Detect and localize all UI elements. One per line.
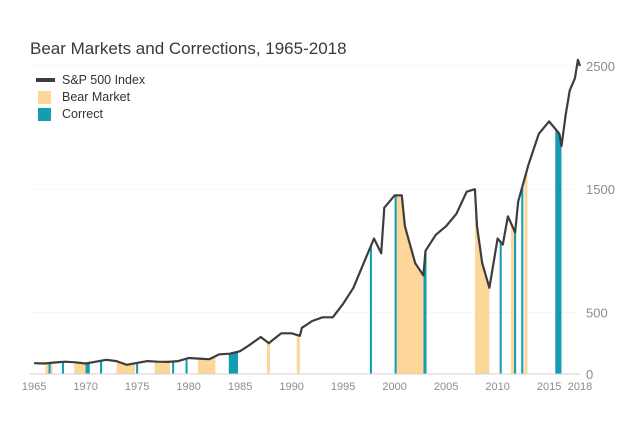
y-tick-label-500: 500: [586, 305, 608, 320]
bear-market-band-10: [524, 168, 528, 374]
y-tick-label-0: 0: [586, 367, 593, 382]
correction-band-12: [514, 222, 517, 374]
legend-label-correct: Correct: [62, 107, 104, 121]
series-layer: [34, 58, 582, 366]
x-tick-label-1975: 1975: [125, 381, 149, 393]
x-tick-label-1990: 1990: [279, 381, 303, 393]
correction-band-14: [555, 128, 562, 374]
x-tick-label-2000: 2000: [382, 381, 406, 393]
y-axis-ticks: 0 500 1500 2500: [586, 59, 615, 382]
x-tick-label-1980: 1980: [176, 381, 200, 393]
period-bands: [45, 128, 562, 374]
legend: S&P 500 Index Bear Market Correct: [36, 73, 146, 121]
bear-market-band-7: [396, 195, 424, 374]
correction-band-5: [172, 361, 175, 374]
legend-label-sp500: S&P 500 Index: [62, 73, 146, 87]
correction-band-9: [394, 195, 397, 374]
x-tick-label-1985: 1985: [228, 381, 252, 393]
bear-market-band-4: [197, 356, 216, 374]
bear-market-band-8: [474, 189, 490, 374]
correction-band-13: [521, 183, 524, 374]
legend-label-bear-market: Bear Market: [62, 90, 131, 104]
x-axis-ticks: 1965 1970 1975 1980 1985 1990 1995 2000 2005 2010…: [22, 381, 592, 393]
correction-band-11: [499, 240, 502, 374]
correction-band-8: [369, 243, 372, 374]
x-tick-label-2010: 2010: [485, 381, 509, 393]
y-tick-label-1500: 1500: [586, 182, 615, 197]
x-tick-label-1970: 1970: [73, 381, 97, 393]
x-tick-label-1995: 1995: [331, 381, 355, 393]
legend-swatch-bear-market: [38, 91, 51, 104]
correction-band-2: [85, 362, 90, 374]
legend-swatch-correct: [38, 108, 51, 121]
x-tick-label-2015: 2015: [537, 381, 561, 393]
series-line-sp500: [34, 58, 582, 366]
bear-market-band-6: [296, 334, 300, 374]
x-tick-label-1965: 1965: [22, 381, 46, 393]
correction-band-3: [100, 360, 103, 374]
y-tick-label-2500: 2500: [586, 59, 615, 74]
correction-band-10: [423, 249, 427, 374]
correction-band-4: [136, 362, 139, 374]
correction-band-0: [48, 362, 51, 374]
bear-market-band-5: [266, 341, 270, 374]
x-tick-label-2005: 2005: [434, 381, 458, 393]
correction-band-1: [61, 361, 64, 374]
correction-band-7: [228, 351, 239, 374]
correction-band-6: [185, 358, 188, 374]
bear-market-band-3: [154, 361, 171, 374]
chart-title: Bear Markets and Corrections, 1965-2018: [30, 39, 347, 58]
x-tick-label-2018: 2018: [568, 381, 592, 393]
